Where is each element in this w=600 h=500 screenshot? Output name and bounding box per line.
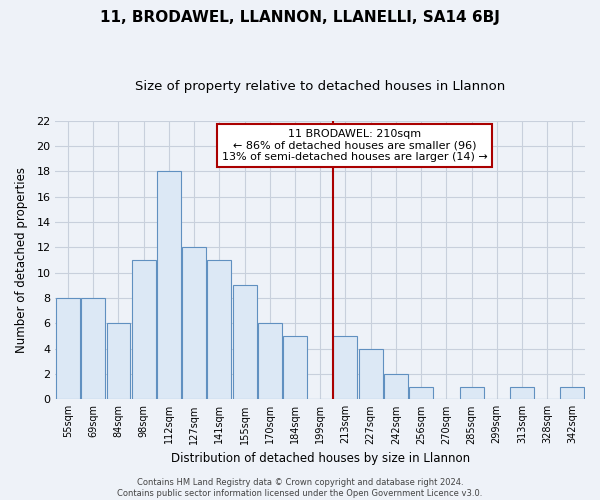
Bar xyxy=(81,298,105,400)
Bar xyxy=(409,386,433,400)
Bar xyxy=(460,386,484,400)
Bar xyxy=(132,260,155,400)
Bar xyxy=(560,386,584,400)
Title: Size of property relative to detached houses in Llannon: Size of property relative to detached ho… xyxy=(135,80,505,93)
Bar xyxy=(107,324,130,400)
Bar xyxy=(182,248,206,400)
Text: Contains HM Land Registry data © Crown copyright and database right 2024.
Contai: Contains HM Land Registry data © Crown c… xyxy=(118,478,482,498)
Bar xyxy=(510,386,534,400)
Text: 11 BRODAWEL: 210sqm
← 86% of detached houses are smaller (96)
13% of semi-detach: 11 BRODAWEL: 210sqm ← 86% of detached ho… xyxy=(222,129,488,162)
Text: 11, BRODAWEL, LLANNON, LLANELLI, SA14 6BJ: 11, BRODAWEL, LLANNON, LLANELLI, SA14 6B… xyxy=(100,10,500,25)
Y-axis label: Number of detached properties: Number of detached properties xyxy=(15,167,28,353)
Bar xyxy=(233,286,257,400)
Bar xyxy=(157,171,181,400)
Bar xyxy=(359,348,383,400)
Bar xyxy=(384,374,408,400)
Bar xyxy=(258,324,282,400)
Bar xyxy=(334,336,358,400)
Bar xyxy=(283,336,307,400)
Bar xyxy=(208,260,232,400)
X-axis label: Distribution of detached houses by size in Llannon: Distribution of detached houses by size … xyxy=(170,452,470,465)
Bar xyxy=(56,298,80,400)
